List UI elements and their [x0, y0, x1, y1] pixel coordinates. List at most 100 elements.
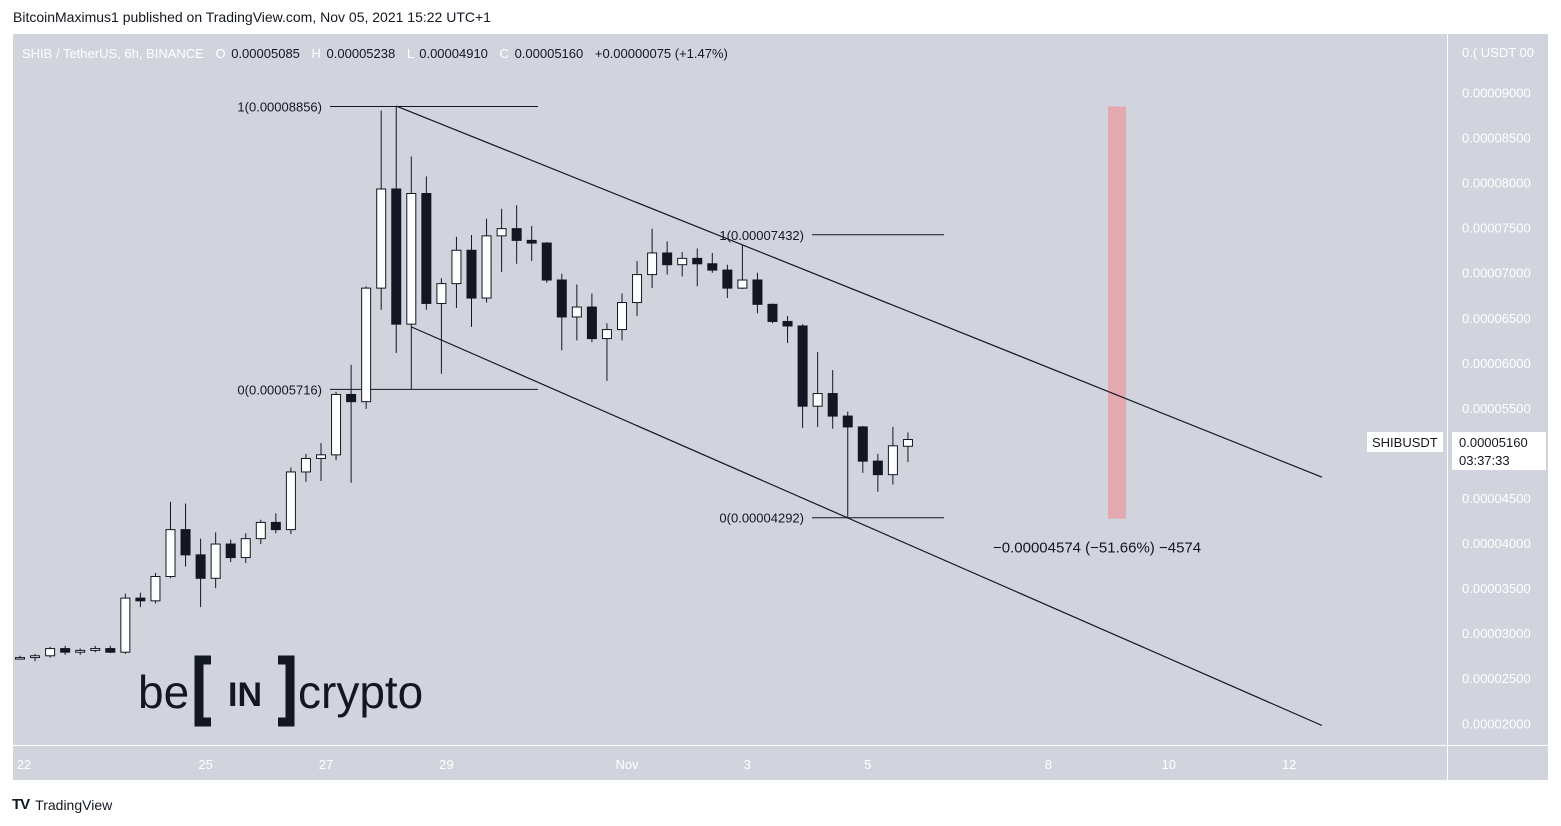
candle-body-up: [617, 302, 627, 331]
tradingview-footer[interactable]: TV TradingView: [12, 796, 112, 813]
watermark-right-bracket: [278, 655, 295, 727]
candle-body-up: [436, 283, 447, 304]
price-tick-label: 0.00009000: [1462, 85, 1531, 100]
price-tick-label: 0.00004000: [1462, 536, 1531, 551]
candle-body-down: [782, 320, 793, 327]
candle-body-down: [827, 393, 838, 417]
candle-body-up: [285, 471, 296, 531]
legend-close: 0.00005160: [515, 46, 584, 61]
candle-body-down: [752, 279, 763, 305]
legend-symbol: SHIB / TetherUS, 6h, BINANCE: [22, 46, 204, 61]
candle-body-down: [767, 303, 778, 322]
candle-body-up: [361, 287, 372, 403]
candle-body-up: [90, 648, 101, 651]
candle-body-up: [331, 393, 342, 456]
candle-body-down: [421, 193, 432, 304]
time-tick-label: 5: [864, 757, 871, 772]
publisher-line: BitcoinMaximus1 published on TradingView…: [13, 9, 491, 25]
price-tick-label: 0.00002000: [1462, 716, 1531, 731]
legend-high-label: H: [312, 46, 321, 61]
symbol-tag-bg: [1367, 432, 1443, 452]
candle-body-down: [722, 269, 733, 289]
candle-body-down: [707, 263, 718, 271]
fib-level-label: 1(0.00007432): [719, 228, 804, 243]
candle-body-down: [225, 543, 236, 559]
candle-body-down: [60, 648, 71, 653]
fib-level-label: 0(0.00004292): [719, 511, 804, 526]
candle-body-down: [662, 252, 673, 266]
target-zone-bar: [1108, 106, 1126, 519]
candle-body-down: [526, 239, 537, 244]
candle-body-up: [300, 457, 311, 473]
legend-line: SHIB / TetherUS, 6h, BINANCE O 0.0000508…: [22, 46, 728, 61]
legend-change: +0.00000075 (+1.47%): [595, 46, 728, 61]
measurement-label: −0.00004574 (−51.66%) −4574: [993, 540, 1201, 557]
candle-body-down: [466, 249, 477, 299]
candle-body-up: [165, 529, 176, 577]
candle-body-up: [601, 329, 612, 340]
candle-body-down: [105, 648, 116, 653]
price-tick-label: 0.00007500: [1462, 221, 1531, 236]
candle-body-up: [255, 521, 266, 540]
price-axis-background: [1448, 34, 1548, 745]
time-tick-label: 29: [439, 757, 453, 772]
price-tick-label: 0.00006000: [1462, 356, 1531, 371]
time-tick-label: 3: [744, 757, 751, 772]
time-tick-label: 22: [17, 757, 31, 772]
candle-body-down: [842, 415, 853, 428]
axis-corner: [1448, 746, 1548, 780]
watermark-crypto: crypto: [298, 666, 423, 718]
legend-close-label: C: [500, 46, 509, 61]
candle-body-up: [210, 543, 221, 579]
candle-body-down: [135, 597, 146, 602]
countdown-tag: 03:37:33: [1459, 453, 1510, 468]
time-tick-label: 25: [198, 757, 212, 772]
beincrypto-watermark: be IN crypto: [138, 655, 423, 727]
legend-low-label: L: [407, 46, 414, 61]
candle-body-down: [586, 306, 597, 340]
legend-high: 0.00005238: [327, 46, 396, 61]
price-tick-label: 0.00004500: [1462, 491, 1531, 506]
watermark-in: IN: [228, 676, 262, 714]
legend-open-label: O: [215, 46, 225, 61]
candle-body-up: [481, 235, 492, 299]
fib-level-label: 1(0.00008856): [237, 99, 322, 114]
candle-body-up: [496, 228, 507, 237]
time-axis-background: [13, 746, 1448, 780]
candle-body-down: [541, 242, 552, 281]
candle-body-up: [376, 188, 387, 289]
time-tick-label: Nov: [615, 757, 639, 772]
candle-body-down: [391, 188, 402, 325]
fib-level-label: 0(0.00005716): [237, 382, 322, 397]
price-tick-label: 0.00005500: [1462, 401, 1531, 416]
time-tick-label: 27: [319, 757, 333, 772]
price-tag-bg: [1452, 432, 1546, 470]
tradingview-logo-icon: TV: [12, 796, 30, 813]
symbol-legend: SHIB / TetherUS, 6h, BINANCE O 0.0000508…: [22, 46, 728, 61]
descending-channel[interactable]: [396, 105, 1323, 727]
price-tick-label: 0.00003500: [1462, 581, 1531, 596]
fib-levels-group[interactable]: 1(0.00008856) 0(0.00005716) 1(0.00007432) 0…: [237, 99, 944, 526]
candle-body-up: [647, 252, 658, 276]
legend-open: 0.00005085: [231, 46, 300, 61]
candle-body-up: [902, 439, 913, 447]
tradingview-brand: TradingView: [35, 796, 113, 813]
price-tick-label: 0.00007000: [1462, 266, 1531, 281]
target-zone-group: −0.00004574 (−51.66%) −4574: [993, 106, 1201, 557]
channel-upper-line: [396, 105, 1323, 478]
time-axis[interactable]: 22 25 27 29 Nov 3 5 8 10 12: [17, 757, 1297, 772]
price-tick-label: 0.00003000: [1462, 626, 1531, 641]
candle-body-down: [511, 228, 522, 241]
candle-body-up: [30, 655, 41, 659]
candle-body-up: [677, 257, 688, 266]
candle-body-down: [797, 325, 808, 407]
current-price-label: SHIBUSDT 0.00005160 03:37:33: [1367, 432, 1546, 470]
channel-lower-line: [411, 326, 1323, 727]
candle-body-down: [692, 257, 703, 265]
candle-body-down: [180, 529, 191, 556]
watermark-be: be: [138, 666, 189, 718]
price-axis[interactable]: 0.00009000 0.00008500 0.00008000 0.00007500…: [1462, 85, 1531, 731]
candle-body-up: [406, 193, 417, 325]
candle-body-up: [15, 657, 25, 660]
